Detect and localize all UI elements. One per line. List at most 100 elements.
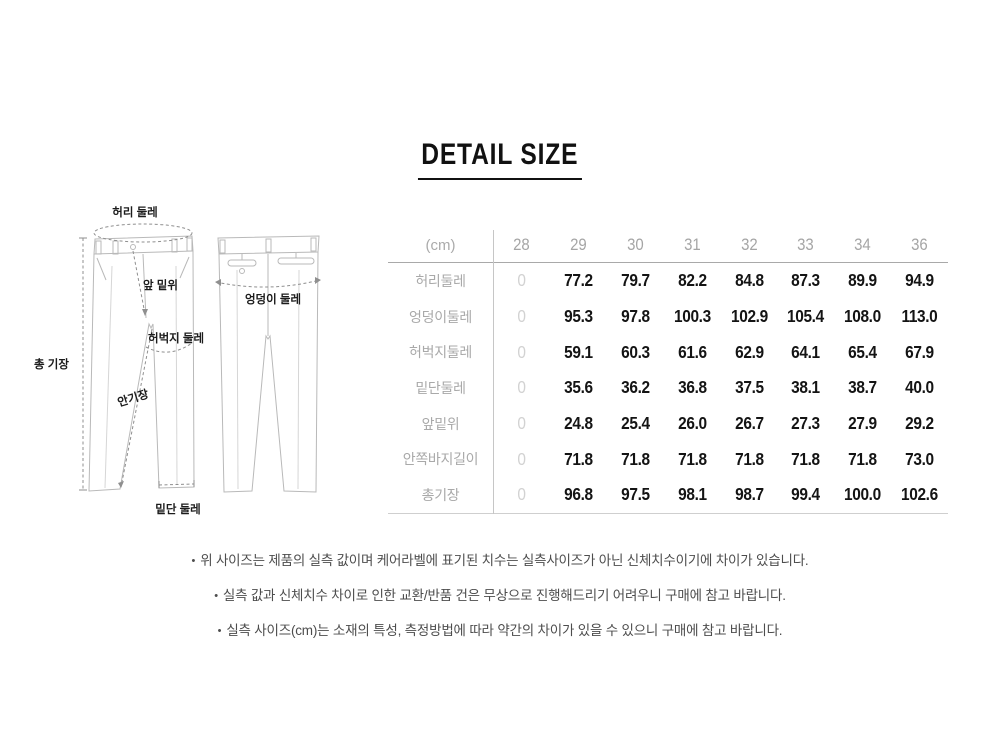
size-value-cell: 113.0 (901, 306, 938, 327)
size-value-cell: 64.1 (791, 341, 821, 362)
table-row: 앞밑위 0 24.8 25.4 26.0 26.7 27.3 27.9 29.2 (388, 406, 948, 442)
table-body: 허리둘레 0 77.2 79.7 82.2 84.8 87.3 89.9 94.9 엉덩이둘레 0 9… (388, 263, 948, 514)
table-row: 총기장 0 96.8 97.5 98.1 98.7 99.4 100.0 102.6 (388, 477, 948, 513)
size-value-cell: 24.8 (564, 413, 593, 434)
size-value-cell: 62.9 (734, 341, 764, 362)
size-value-cell: 71.8 (734, 448, 764, 469)
table-row: 허벅지둘레 0 59.1 60.3 61.6 62.9 64.1 65.4 67.9 (388, 334, 948, 370)
size-value-cell: 71.8 (564, 448, 593, 469)
note-item: • 위 사이즈는 제품의 실측 값이며 케어라벨에 표기된 치수는 실측사이즈가 … (0, 543, 1000, 578)
hip-arrows (215, 277, 321, 286)
size-column-header: 30 (626, 235, 644, 254)
size-value-cell: 37.5 (734, 377, 764, 398)
size-value-cell: 98.7 (734, 484, 764, 505)
table-row: 엉덩이둘레 0 95.3 97.8 100.3 102.9 105.4 108.0 113.0 (388, 299, 948, 335)
title-wrap: DETAIL SIZE (0, 138, 1000, 180)
note-text: 위 사이즈는 제품의 실측 값이며 케어라벨에 표기된 치수는 실측사이즈가 아… (200, 553, 809, 568)
front-pants-outline (88, 235, 195, 492)
size-value-cell: 65.4 (848, 341, 877, 362)
back-pants-outline (217, 235, 320, 493)
back-measure-lines (215, 279, 321, 288)
bullet-icon: • (217, 625, 222, 637)
size-column-header: 29 (569, 235, 587, 254)
label-hem: 밑단 둘레 (155, 502, 201, 516)
size-value-cell: 77.2 (564, 270, 593, 291)
size-value-cell: 0 (517, 306, 526, 327)
note-text: 실측 사이즈(cm)는 소재의 특성, 측정방법에 따라 약간의 차이가 있을 … (226, 623, 783, 638)
size-value-cell: 97.5 (620, 484, 650, 505)
size-value-cell: 73.0 (905, 448, 934, 469)
size-value-cell: 35.6 (564, 377, 593, 398)
size-value-cell: 60.3 (620, 341, 650, 362)
note-item: • 실측 사이즈(cm)는 소재의 특성, 측정방법에 따라 약간의 차이가 있을… (0, 613, 1000, 648)
size-value-cell: 27.9 (848, 413, 877, 434)
measure-arrows (118, 309, 148, 488)
size-value-cell: 97.8 (620, 306, 650, 327)
row-label: 허벅지둘레 (409, 344, 472, 361)
size-value-cell: 38.1 (791, 377, 821, 398)
size-value-cell: 0 (517, 484, 526, 505)
label-inseam: 안기장 (116, 387, 151, 410)
size-value-cell: 36.8 (677, 377, 707, 398)
size-value-cell: 67.9 (905, 341, 934, 362)
bullet-icon: • (191, 555, 196, 567)
size-value-cell: 0 (517, 448, 526, 469)
size-value-cell: 29.2 (905, 413, 934, 434)
size-value-cell: 27.3 (791, 413, 821, 434)
size-value-cell: 71.8 (848, 448, 877, 469)
row-label: 앞밑위 (421, 415, 460, 432)
size-column-header: 31 (683, 235, 701, 254)
size-header-cells: 28 29 30 31 32 33 34 36 (493, 235, 948, 255)
label-hip: 엉덩이 둘레 (245, 292, 301, 306)
size-value-cell: 61.6 (677, 341, 707, 362)
size-column-header: 33 (797, 235, 815, 254)
size-value-cell: 0 (517, 413, 526, 434)
notes-list: • 위 사이즈는 제품의 실측 값이며 케어라벨에 표기된 치수는 실측사이즈가 … (0, 543, 1000, 648)
size-value-cell: 84.8 (734, 270, 764, 291)
size-value-cell: 82.2 (677, 270, 707, 291)
size-value-cell: 26.7 (734, 413, 764, 434)
row-label: 안쪽바지길이 (402, 451, 479, 468)
table-row: 안쪽바지길이 0 71.8 71.8 71.8 71.8 71.8 71.8 73.0 (388, 441, 948, 477)
size-value-cell: 71.8 (620, 448, 650, 469)
size-value-cell: 89.9 (848, 270, 877, 291)
size-value-cell: 26.0 (677, 413, 707, 434)
size-value-cell: 96.8 (564, 484, 593, 505)
size-column-header: 28 (513, 235, 530, 254)
size-value-cell: 38.7 (848, 377, 877, 398)
table-row: 허리둘레 0 77.2 79.7 82.2 84.8 87.3 89.9 94.9 (388, 263, 948, 299)
note-item: • 실측 값과 신체치수 차이로 인한 교환/반품 건은 무상으로 진행해드리기 … (0, 578, 1000, 613)
note-text: 실측 값과 신체치수 차이로 인한 교환/반품 건은 무상으로 진행해드리기 어… (222, 588, 786, 603)
size-value-cell: 36.2 (620, 377, 650, 398)
pants-measurement-diagram: 허리 둘레 앞 밑위 허벅지 둘레 총 기장 안기장 밑단 둘레 엉덩이 둘레 (34, 205, 321, 516)
size-value-cell: 100.3 (673, 306, 711, 327)
size-value-cell: 94.9 (905, 270, 934, 291)
row-label: 엉덩이둘레 (409, 308, 472, 325)
size-column-header: 36 (911, 235, 928, 254)
size-value-cell: 99.4 (791, 484, 821, 505)
size-value-cell: 95.3 (564, 306, 593, 327)
row-label: 밑단둘레 (415, 379, 466, 396)
label-waist: 허리 둘레 (112, 205, 158, 219)
size-value-cell: 0 (517, 377, 526, 398)
page-title: DETAIL SIZE (418, 138, 582, 180)
size-value-cell: 102.9 (730, 306, 768, 327)
label-thigh: 허벅지 둘레 (148, 331, 204, 345)
table-header-row: (cm) 28 29 30 31 32 33 34 36 (388, 228, 948, 263)
label-front-rise: 앞 밑위 (143, 279, 178, 292)
label-total-length: 총 기장 (34, 357, 69, 371)
table-divider-line (493, 230, 494, 514)
size-value-cell: 59.1 (564, 341, 593, 362)
row-label: 허리둘레 (415, 272, 466, 289)
row-label: 총기장 (421, 486, 460, 503)
size-value-cell: 105.4 (787, 306, 825, 327)
size-value-cell: 87.3 (791, 270, 821, 291)
size-value-cell: 0 (517, 341, 526, 362)
front-measure-lines (79, 223, 195, 491)
size-column-header: 32 (740, 235, 758, 254)
bullet-icon: • (214, 590, 218, 602)
size-table: (cm) 28 29 30 31 32 33 34 36 허리둘레 0 77.2 79.7 82.2 8… (388, 228, 948, 514)
size-value-cell: 100.0 (844, 484, 882, 505)
size-column-header: 34 (854, 235, 872, 254)
